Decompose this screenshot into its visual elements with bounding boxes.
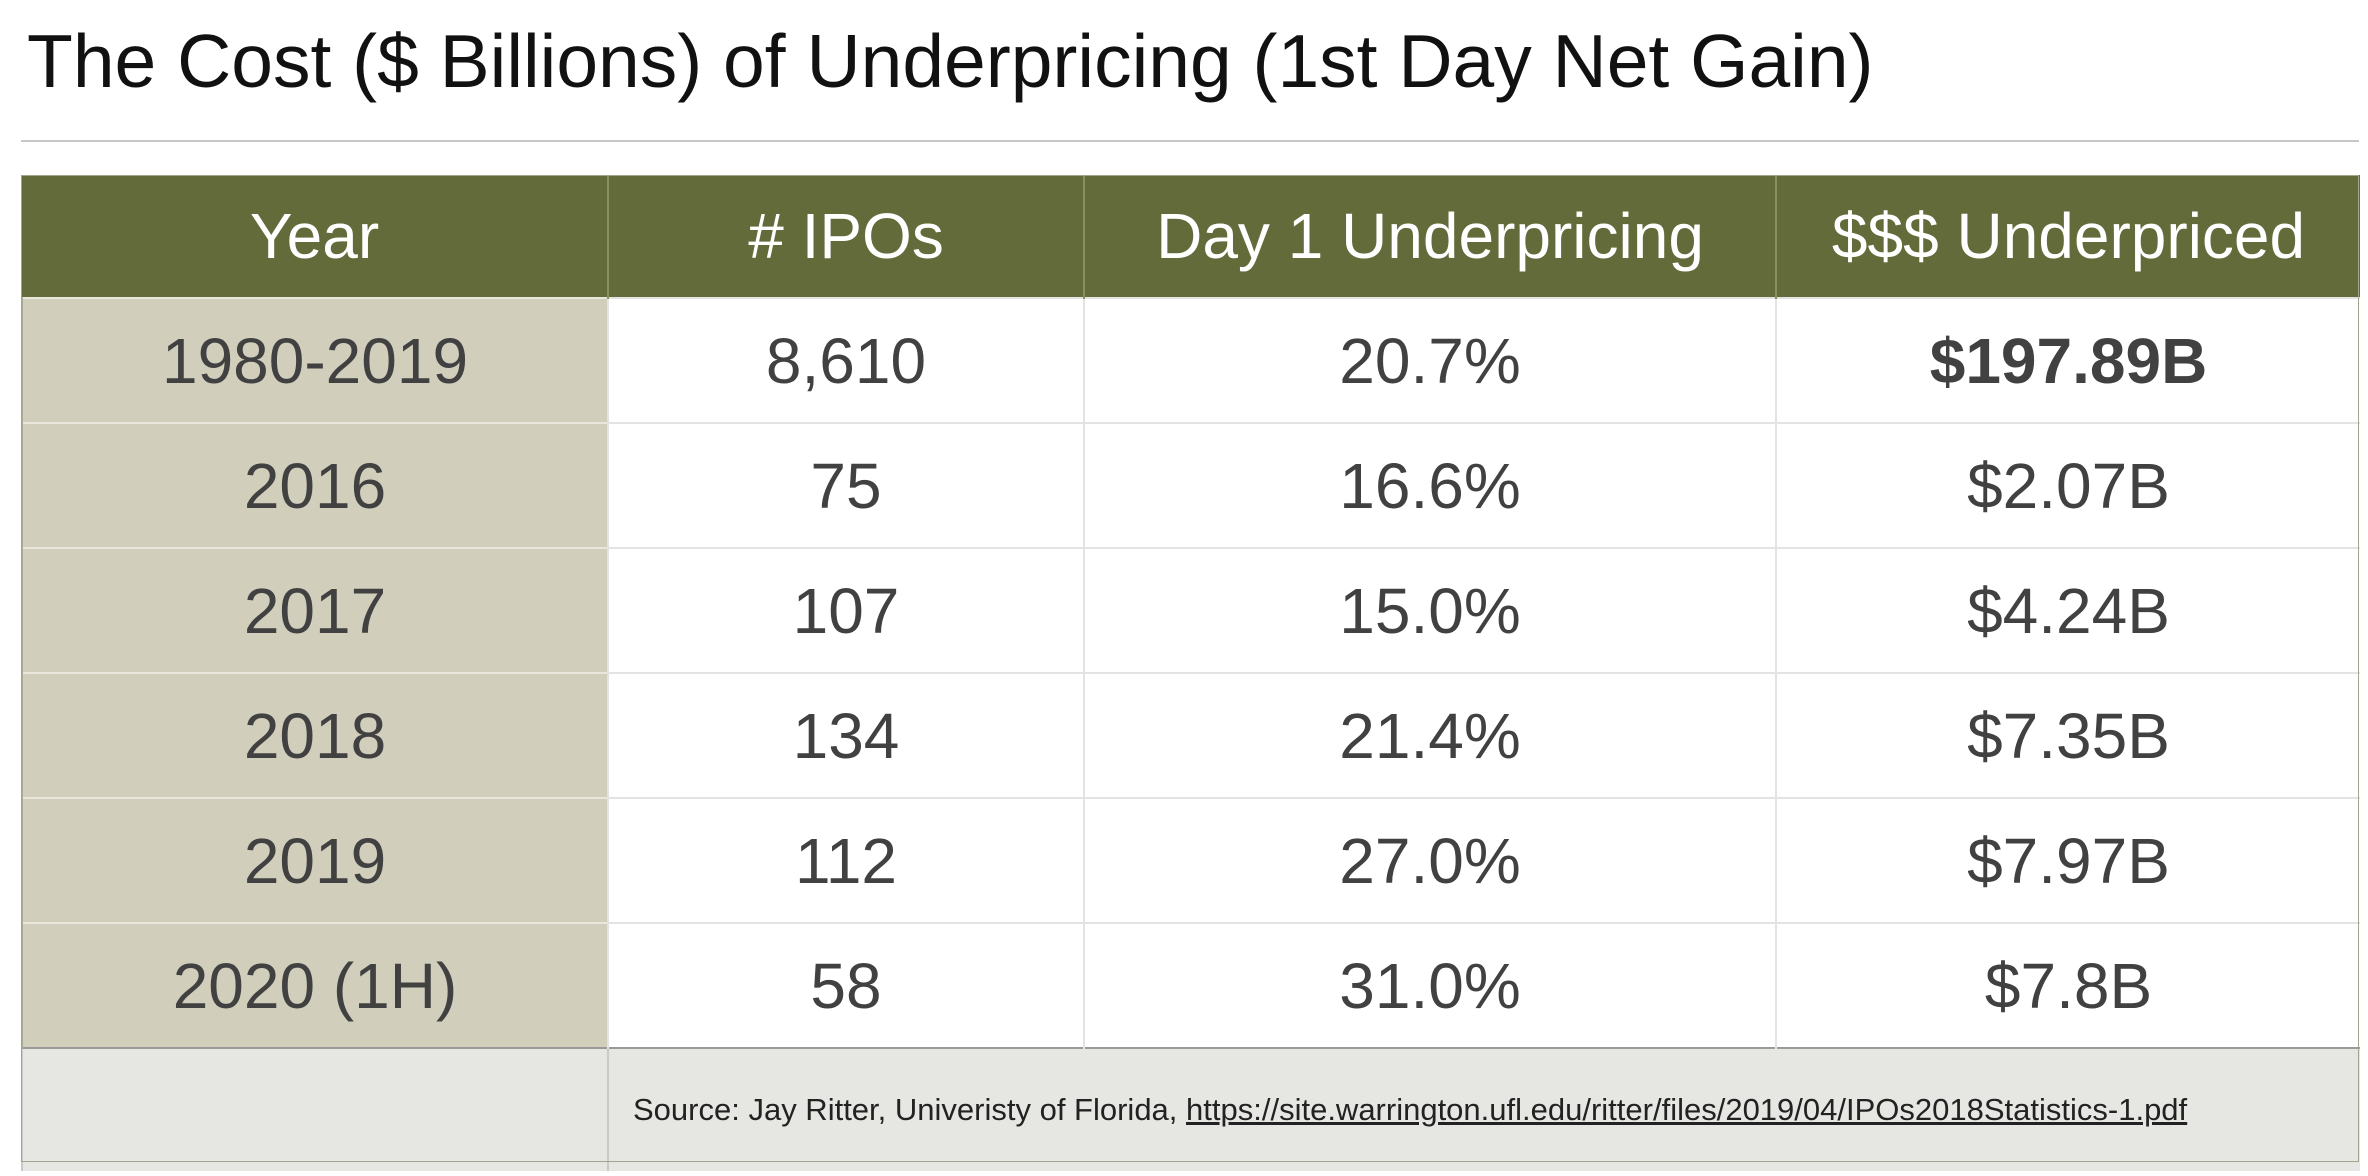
ipos-cell: 107 — [607, 547, 1084, 673]
underpriced-cell: $7.8B — [1775, 922, 2360, 1048]
table-row: 2019 112 27.0% $7.97B — [21, 797, 2360, 923]
ipos-cell: 8,610 — [607, 297, 1084, 423]
header-ipos: # IPOs — [607, 175, 1084, 298]
underpricing-table: Year # IPOs Day 1 Underpricing $$$ Under… — [21, 175, 2360, 1171]
title-divider — [21, 140, 2359, 142]
year-cell: 2016 — [21, 422, 608, 548]
ipos-cell: 112 — [607, 797, 1084, 923]
year-cell: 2018 — [21, 672, 608, 798]
underpriced-cell: $4.24B — [1775, 547, 2360, 673]
source-text: Source: Jay Ritter, Univeristy of Florid… — [633, 1092, 1187, 1127]
source-link[interactable]: https://site.warrington.ufl.edu/ritter/f… — [1186, 1092, 2188, 1127]
table-row: 2017 107 15.0% $4.24B — [21, 547, 2360, 673]
underpriced-cell: $2.07B — [1775, 422, 2360, 548]
year-cell: 2019 — [21, 797, 608, 923]
table-row: 2016 75 16.6% $2.07B — [21, 422, 2360, 548]
source-note: Source: Jay Ritter, Univeristy of Florid… — [607, 1047, 2360, 1171]
ipos-cell: 75 — [607, 422, 1084, 548]
underpricing-cell: 20.7% — [1083, 297, 1776, 423]
table-row: 1980-2019 8,610 20.7% $197.89B — [21, 297, 2360, 423]
page-title: The Cost ($ Billions) of Underpricing (1… — [27, 19, 1874, 103]
year-cell: 2020 (1H) — [21, 922, 608, 1048]
underpriced-cell: $197.89B — [1775, 297, 2360, 423]
underpriced-cell: $7.35B — [1775, 672, 2360, 798]
underpricing-cell: 31.0% — [1083, 922, 1776, 1048]
underpricing-cell: 27.0% — [1083, 797, 1776, 923]
header-dollars-underpriced: $$$ Underpriced — [1775, 175, 2360, 298]
footer-empty-cell — [21, 1047, 608, 1171]
header-year: Year — [22, 175, 608, 298]
table-row: 2020 (1H) 58 31.0% $7.8B — [21, 922, 2360, 1048]
underpriced-cell: $7.97B — [1775, 797, 2360, 923]
underpricing-cell: 21.4% — [1083, 672, 1776, 798]
year-cell: 2017 — [21, 547, 608, 673]
source-row: Source: Jay Ritter, Univeristy of Florid… — [21, 1047, 2360, 1171]
underpricing-cell: 15.0% — [1083, 547, 1776, 673]
underpricing-cell: 16.6% — [1083, 422, 1776, 548]
year-cell: 1980-2019 — [21, 297, 608, 423]
table-row: 2018 134 21.4% $7.35B — [21, 672, 2360, 798]
ipos-cell: 58 — [607, 922, 1084, 1048]
header-row: Year # IPOs Day 1 Underpricing $$$ Under… — [22, 175, 2360, 298]
header-day1-underpricing: Day 1 Underpricing — [1083, 175, 1776, 298]
ipos-cell: 134 — [607, 672, 1084, 798]
